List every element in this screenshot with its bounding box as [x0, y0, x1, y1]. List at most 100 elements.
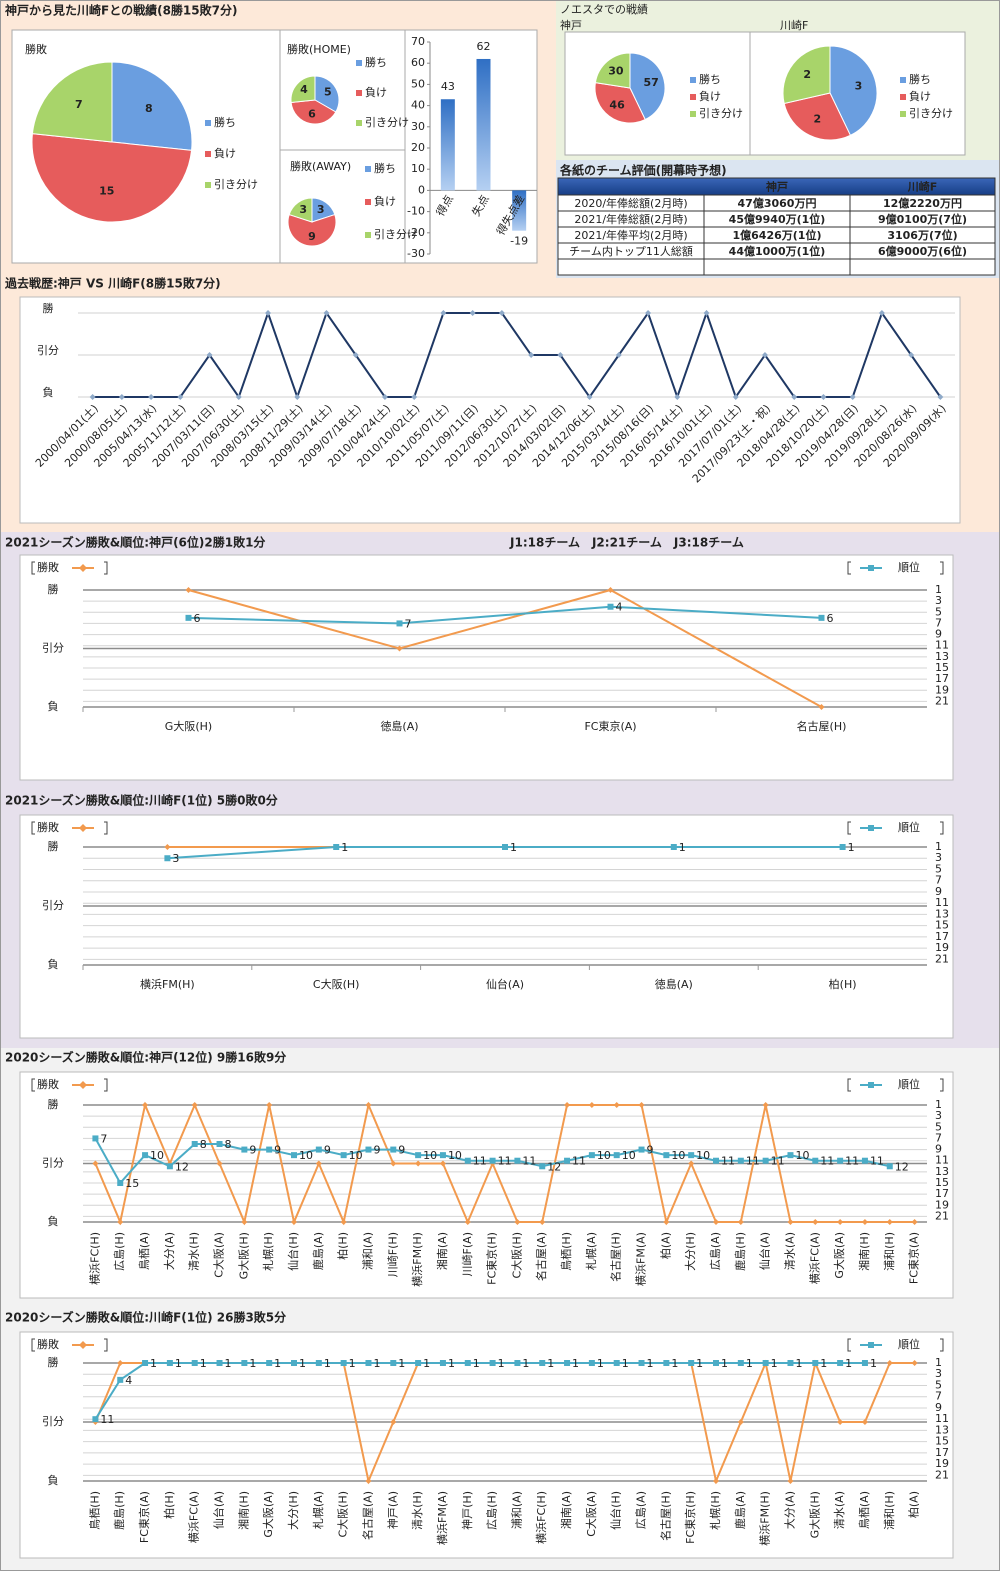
marker	[89, 394, 96, 400]
legend-bracket	[31, 561, 35, 575]
data-label: 11	[522, 1155, 536, 1168]
legend-label: 負け	[214, 147, 236, 160]
marker	[586, 394, 593, 400]
marker	[469, 310, 476, 316]
marker	[674, 394, 681, 400]
marker	[291, 1152, 297, 1159]
x-tick-label: 湘南(H)	[236, 1491, 250, 1530]
x-tick-label: 清水(A)	[783, 1232, 796, 1270]
slice-label: 46	[609, 98, 625, 111]
cell-text: 6億9000万(6位)	[878, 244, 967, 258]
data-label: 7	[100, 1132, 107, 1145]
marker	[539, 1219, 546, 1225]
legend-swatch	[356, 60, 362, 66]
marker	[886, 1219, 893, 1225]
data-label: 10	[448, 1149, 462, 1162]
marker	[638, 1146, 645, 1153]
marker	[638, 1360, 645, 1366]
marker	[464, 1157, 471, 1164]
y2-tick-label: 17	[935, 930, 949, 943]
pie-slice	[287, 213, 337, 247]
x-tick-label: 大分(A)	[162, 1232, 176, 1270]
legend-label: 勝敗	[37, 820, 59, 834]
y2-tick-label: 1	[935, 1098, 942, 1111]
marker	[837, 1157, 844, 1164]
legend-marker	[79, 1081, 87, 1089]
x-tick-label: 川崎F(H)	[385, 1232, 399, 1277]
marker	[315, 1160, 322, 1167]
legend-bracket	[940, 1338, 944, 1352]
marker	[762, 1157, 769, 1164]
x-tick-label: FC東京(A)	[584, 719, 636, 733]
y2-tick-label: 9	[935, 1401, 942, 1414]
marker	[688, 1160, 695, 1167]
marker	[613, 1152, 620, 1159]
legend-bracket	[31, 1078, 35, 1092]
y2-tick-label: 1	[935, 1356, 942, 1369]
marker	[787, 1152, 794, 1159]
marker	[164, 855, 171, 862]
legend-label: 勝ち	[365, 55, 387, 69]
y2-tick-label: 9	[935, 1143, 942, 1156]
x-tick-label: 鳥栖(H)	[87, 1491, 101, 1530]
y-tick-label: 30	[411, 120, 425, 133]
x-tick-label: 仙台(H)	[609, 1491, 623, 1530]
series-line	[92, 309, 942, 401]
x-tick-label: G大阪(H)	[165, 719, 212, 733]
x-tick-label: C大阪(A)	[584, 1491, 598, 1537]
x-tick-label: G大阪(H)	[807, 1491, 821, 1538]
x-tick-label: 柏(H)	[162, 1491, 176, 1519]
x-tick-label: 鹿島(H)	[733, 1232, 747, 1271]
y2-tick-label: 9	[935, 885, 942, 898]
data-label: 1	[249, 1357, 256, 1370]
data-label: 1	[845, 1357, 852, 1370]
y2-tick-label: 3	[935, 1367, 942, 1380]
marker	[381, 394, 388, 400]
data-label: 12	[547, 1160, 561, 1173]
marker	[812, 1360, 819, 1366]
legend-label: 順位	[898, 820, 920, 834]
y2-tick-label: 21	[935, 1209, 949, 1222]
legend-bracket	[940, 561, 944, 575]
x-tick-label: 浦和(H)	[883, 1232, 896, 1271]
marker	[464, 1219, 471, 1225]
x-tick-label: 川崎F(A)	[460, 1232, 474, 1276]
slice-label: 30	[608, 65, 624, 78]
cell-text: 45億9940万(1位)	[729, 212, 826, 226]
data-label: 1	[679, 841, 686, 854]
slice-label: 15	[99, 184, 114, 197]
marker	[713, 1219, 719, 1225]
panel-title: 神戸から見た川崎Fとの戦績(8勝15敗7分)	[5, 3, 237, 18]
pie-slice	[290, 75, 316, 104]
series-line	[94, 1362, 865, 1420]
pie-slice	[111, 61, 193, 151]
data-label: 11	[820, 1155, 834, 1168]
marker	[92, 1416, 99, 1423]
data-label: 9	[274, 1144, 281, 1157]
data-label: 1	[473, 1357, 480, 1370]
legend-label: 勝敗	[37, 560, 59, 574]
marker	[142, 1152, 149, 1159]
x-tick-label: C大阪(H)	[313, 977, 360, 991]
data-label: 9	[647, 1144, 654, 1157]
legend-bracket	[104, 821, 108, 835]
x-tick-label: 横浜FM(A)	[435, 1491, 449, 1545]
x-tick-label: 浦和(H)	[883, 1491, 896, 1530]
marker	[439, 1160, 446, 1167]
x-tick-label: 広島(H)	[112, 1232, 126, 1271]
x-tick-label: 横浜FC(A)	[807, 1232, 821, 1284]
x-tick-label: 鳥栖(A)	[137, 1232, 151, 1270]
marker	[908, 352, 915, 358]
y2-tick-label: 5	[935, 605, 942, 618]
marker	[92, 1160, 99, 1167]
legend-label: 順位	[898, 1077, 920, 1091]
marker	[937, 394, 944, 400]
marker	[539, 1360, 546, 1366]
marker	[787, 1219, 794, 1225]
data-label: 9	[373, 1144, 380, 1157]
cell-text: 3106万(7位)	[887, 228, 957, 242]
data-label: 1	[225, 1357, 232, 1370]
value-label: 62	[477, 40, 491, 53]
marker	[390, 1360, 397, 1366]
data-label: 1	[622, 1357, 629, 1370]
